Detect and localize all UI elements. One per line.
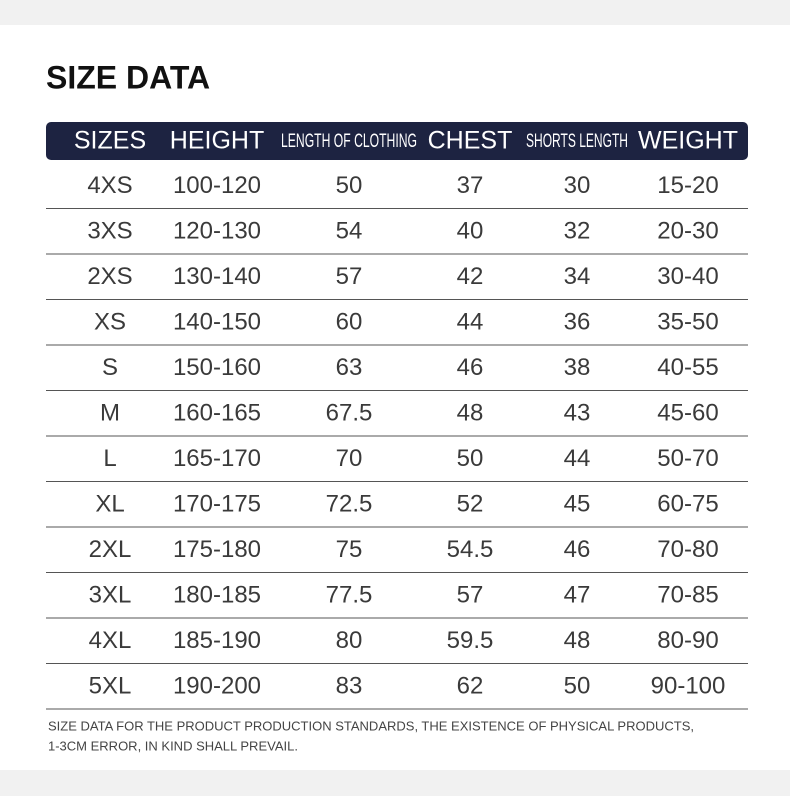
cell: 77.5 bbox=[326, 582, 373, 609]
cell: 150-160 bbox=[173, 354, 261, 381]
cell: 63 bbox=[336, 354, 363, 381]
cell: 43 bbox=[564, 400, 591, 427]
header-cell: SIZES bbox=[74, 127, 146, 155]
cell: 45 bbox=[564, 491, 591, 518]
cell: 175-180 bbox=[173, 536, 261, 563]
cell: 90-100 bbox=[651, 673, 726, 700]
cell: 83 bbox=[336, 673, 363, 700]
cell: 52 bbox=[457, 491, 484, 518]
cell: 32 bbox=[564, 218, 591, 245]
cell: 50-70 bbox=[657, 445, 718, 472]
cell: 54.5 bbox=[447, 536, 494, 563]
cell: 50 bbox=[457, 445, 484, 472]
footnote: 1-3CM ERROR, IN KIND SHALL PREVAIL. bbox=[48, 738, 298, 753]
cell: 70 bbox=[336, 445, 363, 472]
cell: 185-190 bbox=[173, 627, 261, 654]
cell: 180-185 bbox=[173, 582, 261, 609]
cell: 4XL bbox=[89, 627, 132, 654]
header-cell: HEIGHT bbox=[170, 127, 264, 155]
cell: 15-20 bbox=[657, 172, 718, 199]
cell: 54 bbox=[336, 218, 363, 245]
cell: 46 bbox=[564, 536, 591, 563]
cell: 57 bbox=[336, 263, 363, 290]
cell: 5XL bbox=[89, 673, 132, 700]
cell: 130-140 bbox=[173, 263, 261, 290]
cell: L bbox=[103, 445, 116, 472]
cell: 40 bbox=[457, 218, 484, 245]
cell: 2XS bbox=[87, 263, 132, 290]
cell: 70-85 bbox=[657, 582, 718, 609]
cell: 3XL bbox=[89, 582, 132, 609]
cell: 40-55 bbox=[657, 354, 718, 381]
cell: 170-175 bbox=[173, 491, 261, 518]
cell: 100-120 bbox=[173, 172, 261, 199]
title: SIZE DATA bbox=[46, 59, 210, 95]
cell: 45-60 bbox=[657, 400, 718, 427]
cell: 165-170 bbox=[173, 445, 261, 472]
cell: 72.5 bbox=[326, 491, 373, 518]
cell: 36 bbox=[564, 309, 591, 336]
header-cell: CHEST bbox=[428, 127, 513, 155]
cell: 4XS bbox=[87, 172, 132, 199]
header-cell: SHORTS LENGTH bbox=[526, 131, 628, 152]
cell: 59.5 bbox=[447, 627, 494, 654]
cell: 42 bbox=[457, 263, 484, 290]
cell: 60 bbox=[336, 309, 363, 336]
cell: 38 bbox=[564, 354, 591, 381]
cell: 44 bbox=[457, 309, 484, 336]
cell: 3XS bbox=[87, 218, 132, 245]
cell: 120-130 bbox=[173, 218, 261, 245]
cell: 37 bbox=[457, 172, 484, 199]
cell: 67.5 bbox=[326, 400, 373, 427]
header-cell: LENGTH OF CLOTHING bbox=[281, 131, 417, 152]
cell: 35-50 bbox=[657, 309, 718, 336]
cell: 48 bbox=[457, 400, 484, 427]
cell: 160-165 bbox=[173, 400, 261, 427]
header-bar bbox=[46, 122, 748, 160]
cell: 60-75 bbox=[657, 491, 718, 518]
cell: M bbox=[100, 400, 120, 427]
cell: 30-40 bbox=[657, 263, 718, 290]
cell: 44 bbox=[564, 445, 591, 472]
cell: 2XL bbox=[89, 536, 132, 563]
cell: XL bbox=[95, 491, 124, 518]
cell: S bbox=[102, 354, 118, 381]
footnote: SIZE DATA FOR THE PRODUCT PRODUCTION STA… bbox=[48, 718, 694, 733]
cell: 46 bbox=[457, 354, 484, 381]
cell: XS bbox=[94, 309, 126, 336]
cell: 48 bbox=[564, 627, 591, 654]
cell: 57 bbox=[457, 582, 484, 609]
cell: 20-30 bbox=[657, 218, 718, 245]
cell: 190-200 bbox=[173, 673, 261, 700]
cell: 80 bbox=[336, 627, 363, 654]
cell: 70-80 bbox=[657, 536, 718, 563]
cell: 30 bbox=[564, 172, 591, 199]
cell: 50 bbox=[336, 172, 363, 199]
header-cell: WEIGHT bbox=[638, 127, 738, 155]
cell: 47 bbox=[564, 582, 591, 609]
cell: 50 bbox=[564, 673, 591, 700]
cell: 34 bbox=[564, 263, 591, 290]
cell: 140-150 bbox=[173, 309, 261, 336]
cell: 75 bbox=[336, 536, 363, 563]
cell: 62 bbox=[457, 673, 484, 700]
cell: 80-90 bbox=[657, 627, 718, 654]
